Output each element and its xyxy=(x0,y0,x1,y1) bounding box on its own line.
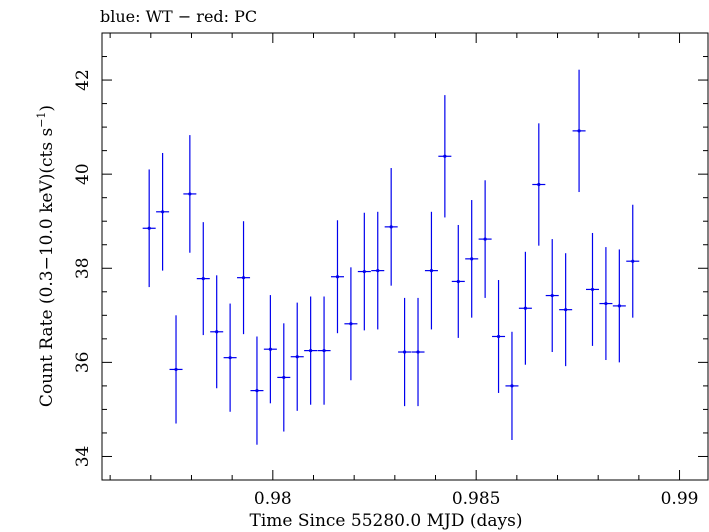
axis-tick-labels: 0.98 0.985 0.99 34 36 38 40 42 xyxy=(73,69,698,509)
x-tick-label: 0.98 xyxy=(254,489,292,509)
data-point xyxy=(451,224,465,338)
data-point xyxy=(183,135,197,253)
data-point xyxy=(438,95,452,218)
point-marker xyxy=(362,269,366,274)
data-points xyxy=(142,69,640,445)
data-point xyxy=(210,275,224,389)
point-marker xyxy=(456,279,460,284)
x-axis-label: Time Since 55280.0 MJD (days) xyxy=(250,511,523,531)
data-point xyxy=(277,323,291,432)
y-tick-label: 40 xyxy=(73,163,93,185)
point-marker xyxy=(577,129,581,133)
data-point xyxy=(626,204,640,318)
data-point xyxy=(492,280,506,393)
point-marker xyxy=(255,389,259,393)
data-point xyxy=(330,220,344,334)
point-marker xyxy=(416,350,420,354)
data-point xyxy=(142,169,156,288)
data-point xyxy=(505,331,519,441)
point-marker xyxy=(188,192,192,196)
data-point xyxy=(612,249,626,363)
y-tick-label: 38 xyxy=(73,257,93,279)
point-marker xyxy=(309,349,313,353)
point-marker xyxy=(268,347,272,351)
data-point xyxy=(263,295,277,404)
point-marker xyxy=(537,182,541,187)
y-axis-label-close: ) xyxy=(37,105,57,112)
data-point xyxy=(424,211,438,330)
data-point xyxy=(169,315,183,424)
data-point xyxy=(559,253,573,367)
data-point xyxy=(384,168,398,286)
point-marker xyxy=(322,349,326,353)
point-marker xyxy=(147,226,151,230)
data-point xyxy=(411,297,425,407)
point-marker xyxy=(228,356,232,360)
point-marker xyxy=(215,330,219,334)
point-marker xyxy=(483,237,487,241)
point-marker xyxy=(389,225,393,229)
data-point xyxy=(317,296,331,405)
y-tick-label: 42 xyxy=(73,69,93,91)
data-point xyxy=(465,200,479,318)
data-point xyxy=(357,212,371,331)
point-marker xyxy=(161,210,165,214)
point-marker xyxy=(470,257,474,261)
point-marker xyxy=(443,154,447,158)
point-marker xyxy=(376,269,380,273)
point-marker xyxy=(564,308,568,312)
point-marker xyxy=(631,259,635,263)
y-axis-label-sup: −1 xyxy=(35,112,48,128)
data-point xyxy=(599,247,613,361)
data-point xyxy=(344,267,358,381)
point-marker xyxy=(241,276,246,280)
y-tick-label: 36 xyxy=(73,352,93,374)
data-point xyxy=(196,222,210,336)
data-point xyxy=(223,303,237,412)
data-point xyxy=(290,302,304,411)
data-point xyxy=(237,221,251,335)
data-point xyxy=(250,336,264,445)
point-marker xyxy=(201,277,205,281)
data-point xyxy=(371,211,385,330)
point-marker xyxy=(349,322,353,326)
data-point xyxy=(304,296,318,405)
data-point xyxy=(478,180,492,298)
point-marker xyxy=(617,304,621,308)
axis-ticks xyxy=(102,32,708,481)
data-point xyxy=(585,232,600,346)
point-marker xyxy=(295,355,299,359)
point-marker xyxy=(523,306,527,310)
x-tick-label: 0.985 xyxy=(452,489,501,509)
plot-frame xyxy=(101,32,709,481)
data-point xyxy=(532,123,546,246)
point-marker xyxy=(510,384,514,388)
point-marker xyxy=(550,293,554,298)
point-marker xyxy=(590,287,595,292)
point-marker xyxy=(282,375,286,380)
point-marker xyxy=(429,269,434,273)
y-axis-label-main: Count Rate (0.3−10.0 keV)(cts s xyxy=(37,128,57,407)
point-marker xyxy=(335,275,340,279)
y-axis-label: Count Rate (0.3−10.0 keV)(cts s−1) xyxy=(35,105,57,407)
data-point xyxy=(545,239,559,353)
point-marker xyxy=(174,367,178,372)
x-tick-label: 0.99 xyxy=(661,489,699,509)
data-point xyxy=(572,69,586,193)
y-tick-label: 34 xyxy=(73,446,93,468)
data-point xyxy=(518,251,532,365)
data-point xyxy=(156,152,170,271)
data-point xyxy=(398,297,412,407)
point-marker xyxy=(604,301,608,306)
chart-title: blue: WT − red: PC xyxy=(100,7,257,26)
point-marker xyxy=(402,350,407,354)
point-marker xyxy=(496,334,501,339)
